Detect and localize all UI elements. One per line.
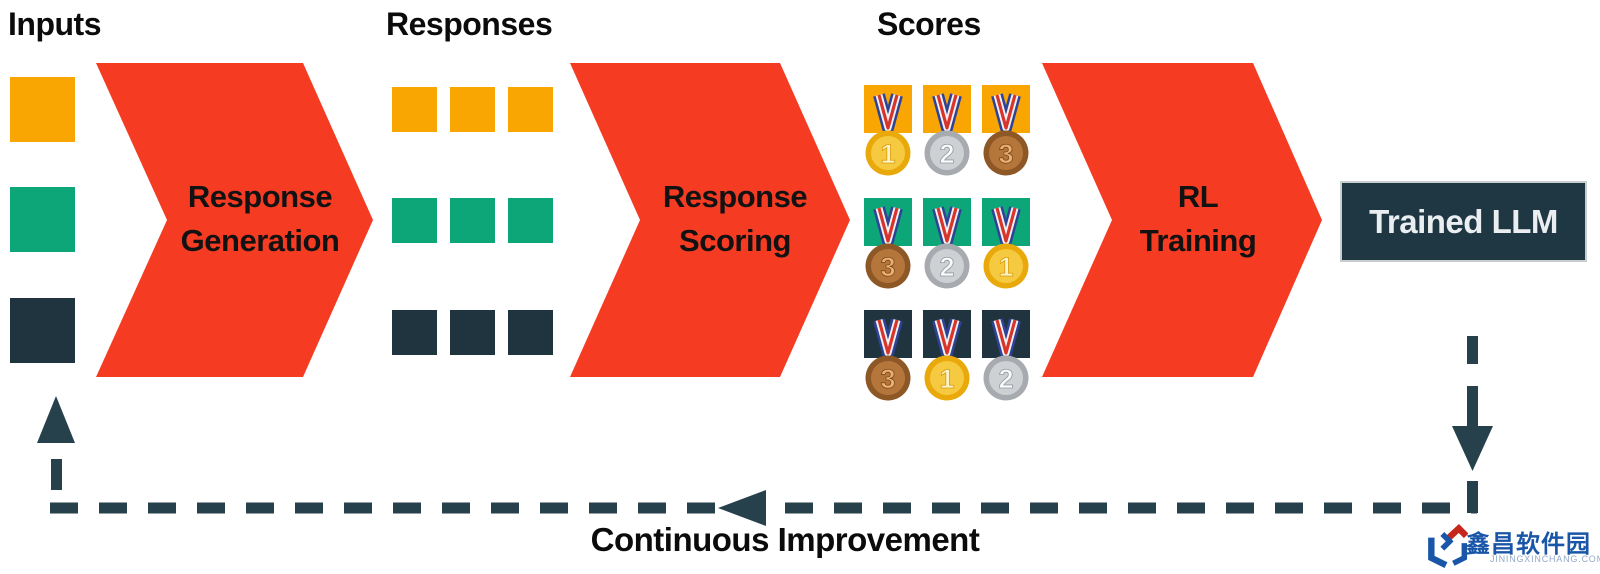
stage-label-line: Training	[1139, 223, 1257, 258]
continuous-improvement-label: Continuous Improvement	[590, 521, 980, 558]
watermark-logo-icon	[1428, 524, 1469, 569]
medal-rank-number: 2	[939, 139, 954, 169]
medal-ribbon-icon	[932, 206, 962, 247]
watermark-domain: JININGXINCHANG.COM	[1490, 554, 1600, 564]
feedback-dash	[1467, 481, 1478, 513]
rl-training-label: RL Training	[1068, 175, 1328, 263]
medal-face	[930, 249, 964, 283]
response-square	[508, 310, 553, 355]
score-medal-cell: 2	[982, 310, 1030, 401]
input-square-green	[10, 187, 75, 252]
stage-label-line: RL	[1177, 179, 1219, 214]
score-medal-cell: 1	[982, 198, 1030, 289]
response-square	[392, 87, 437, 132]
medal-rank-number: 3	[998, 139, 1013, 169]
responses-label: Responses	[386, 6, 553, 42]
score-medal-cell: 2	[923, 198, 971, 289]
medal-ribbon-icon	[991, 93, 1021, 134]
medal-rank-number: 1	[998, 252, 1013, 282]
input-square-navy	[10, 298, 75, 363]
inputs-label: Inputs	[8, 6, 101, 42]
medal-ribbon-icon	[873, 206, 903, 247]
medal-face	[989, 136, 1023, 170]
stage-label-line: Response	[187, 179, 333, 214]
response-generation-arrow	[96, 63, 373, 377]
trained-llm-box: Trained LLM	[1340, 181, 1587, 262]
score-medal-cell: 1	[864, 85, 912, 176]
score-medal-cell: 3	[864, 198, 912, 289]
response-square	[392, 310, 437, 355]
medal-ribbon-icon	[991, 206, 1021, 247]
response-generation-label: Response Generation	[130, 175, 390, 263]
watermark-title: 鑫昌软件园	[1466, 531, 1591, 558]
feedback-dash	[1467, 386, 1478, 426]
stage-label-line: Response	[662, 179, 808, 214]
medal-face	[930, 136, 964, 170]
feedback-loop-path	[37, 336, 1493, 526]
feedback-up-arrow-icon	[37, 396, 75, 443]
medal-rank-number: 1	[939, 364, 954, 394]
stage-label-line: Scoring	[679, 223, 791, 258]
medal-rank-number: 3	[880, 252, 895, 282]
response-scoring-label: Response Scoring	[605, 175, 865, 263]
medal-ribbon-icon	[932, 93, 962, 134]
medal-rank-number: 1	[880, 139, 895, 169]
response-square	[450, 198, 495, 243]
medal-rank-number: 3	[880, 364, 895, 394]
feedback-dash	[51, 459, 62, 490]
score-medal-cell: 3	[864, 310, 912, 401]
medal-ribbon-icon	[873, 93, 903, 134]
medal-face	[871, 249, 905, 283]
medal-rank-number: 2	[939, 252, 954, 282]
score-medal-cell: 2	[923, 85, 971, 176]
scores-label: Scores	[877, 6, 981, 42]
feedback-dash	[1467, 336, 1478, 364]
medal-face	[871, 361, 905, 395]
response-square	[392, 198, 437, 243]
medal-face	[871, 136, 905, 170]
medal-ribbon-icon	[932, 318, 962, 359]
medal-face	[989, 249, 1023, 283]
response-scoring-arrow	[570, 63, 850, 377]
trained-llm-label: Trained LLM	[1369, 202, 1558, 240]
response-square	[508, 198, 553, 243]
feedback-down-arrow-icon	[1452, 426, 1493, 471]
score-medal-cell: 1	[923, 310, 971, 401]
input-square-orange	[10, 77, 75, 142]
stage-label-line: Generation	[180, 223, 340, 258]
watermark: 鑫昌软件园 JININGXINCHANG.COM	[1424, 520, 1600, 572]
medal-ribbon-icon	[873, 318, 903, 359]
medal-rank-number: 2	[998, 364, 1013, 394]
response-square	[450, 310, 495, 355]
medal-face	[989, 361, 1023, 395]
medal-face	[930, 361, 964, 395]
medal-ribbon-icon	[991, 318, 1021, 359]
rl-training-arrow	[1042, 63, 1322, 377]
response-square	[450, 87, 495, 132]
response-square	[508, 87, 553, 132]
score-medal-cell: 3	[982, 85, 1030, 176]
